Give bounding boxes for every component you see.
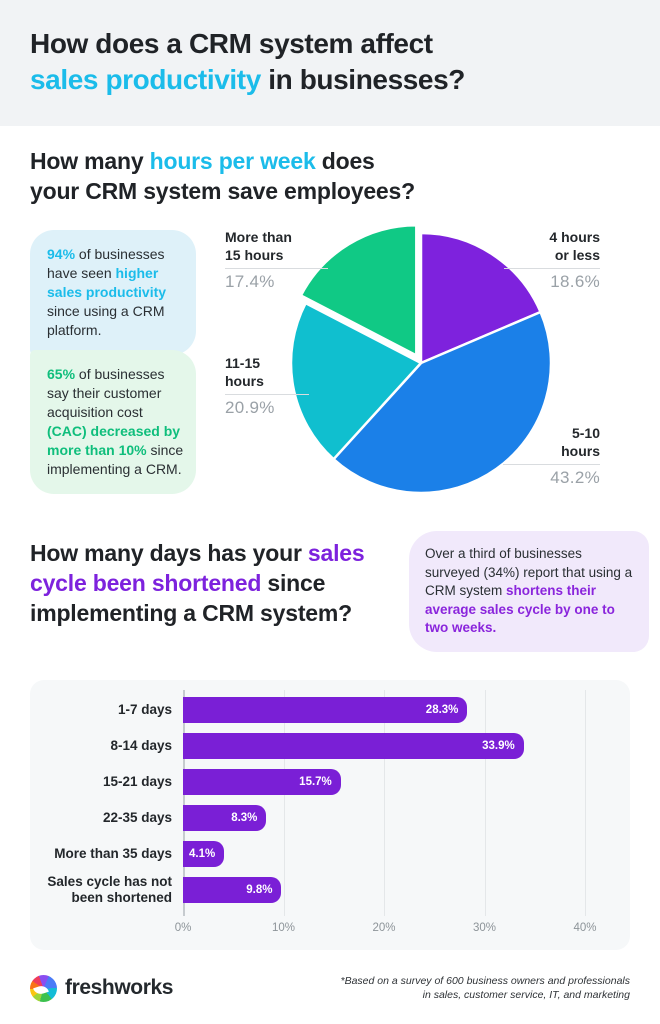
pie-label-4-hours-or-less: 4 hours or less 18.6% <box>504 228 600 291</box>
bar-category-label: More than 35 days <box>54 846 172 861</box>
pie-slice-more-than-15-hours <box>299 224 418 357</box>
pie-label-more-than-15-hours: More than 15 hours 17.4% <box>225 228 328 291</box>
bar-row: Sales cycle has not been shortened 9.8% <box>30 872 630 908</box>
pie-label-line: 4 hours <box>549 229 600 245</box>
pie-value-label: 18.6% <box>550 272 600 291</box>
gridline <box>384 690 385 916</box>
y-axis-line <box>183 690 185 916</box>
pie-label-connector-line <box>225 268 328 269</box>
pie-label-line: or less <box>554 247 600 263</box>
page-title-line2-rest: in businesses? <box>260 64 465 95</box>
days-title-part2: since implementing a CRM system? <box>30 570 352 626</box>
days-title-part1: How many days has your <box>30 540 308 566</box>
bar-row: 22-35 days 8.3% <box>30 800 630 836</box>
callout2-text-b: since implementing a CRM. <box>47 442 184 477</box>
brand-name: freshworks <box>65 976 174 999</box>
callout2-text-a: of businesses say their customer acquisi… <box>47 366 165 420</box>
bar-row: 8-14 days 33.9% <box>30 728 630 764</box>
pie-slice-4-hours-or-less <box>419 231 542 365</box>
freshworks-logo-icon <box>30 974 57 1002</box>
hours-title-part2: does <box>315 148 375 174</box>
x-tick-label: 30% <box>472 922 497 934</box>
bar-chart-grid <box>183 690 613 916</box>
bar: 9.8% <box>183 877 282 903</box>
pie-label-connector-line <box>504 268 600 269</box>
page-title-line1: How does a CRM system affect <box>30 28 433 59</box>
callout-cac: 65% of businesses say their customer acq… <box>30 350 196 494</box>
bar: 28.3% <box>183 697 468 723</box>
survey-footnote: *Based on a survey of 600 business owner… <box>340 974 630 1002</box>
bar-value-label: 28.3% <box>425 704 459 716</box>
footnote-line2: in sales, customer service, IT, and mark… <box>422 989 630 1001</box>
footnote-line1: *Based on a survey of 600 business owner… <box>340 975 630 987</box>
callout3-highlight: shortens their average sales cycle by on… <box>425 583 615 635</box>
pie-label-line: 15 hours <box>225 247 284 263</box>
bar-value-label: 15.7% <box>299 776 332 788</box>
callout1-text-b: since using a CRM platform. <box>47 303 165 338</box>
pie-label-line: More than <box>225 229 292 245</box>
pie-slice-11-15-hours <box>289 301 423 461</box>
gridline <box>484 690 486 916</box>
bar-category-label: 8-14 days <box>110 738 172 753</box>
pie-value-label: 17.4% <box>225 272 275 291</box>
bar: 33.9% <box>183 733 524 759</box>
callout2-highlight: (CAC) decreased by more than 10% <box>47 423 181 458</box>
freshworks-brand: freshworks <box>30 974 174 1002</box>
bar-category-label: 22-35 days <box>102 810 172 825</box>
pie-label-connector-line <box>503 464 600 465</box>
bar-value-label: 9.8% <box>246 884 273 896</box>
hours-title-part1: How many <box>30 148 150 174</box>
x-tick-label: 0% <box>174 922 192 934</box>
bar-chart-x-axis: 0% 10% 20% 30% 40% <box>175 922 613 938</box>
bar-chart-rows: 1-7 days 28.3% 8-14 days 33.9% 15-21 days 15.… <box>30 692 630 908</box>
pie-value-label: 43.2% <box>550 468 600 487</box>
bar: 15.7% <box>183 769 341 795</box>
page-title: How does a CRM system affect sales produ… <box>30 26 630 98</box>
pie-slice-5-10-hours <box>332 310 553 495</box>
bar-row: More than 35 days 4.1% <box>30 836 630 872</box>
bar: 8.3% <box>183 805 267 831</box>
stat-94pct: 94% <box>47 246 76 262</box>
x-tick-label: 10% <box>271 922 296 934</box>
pie-label-5-10-hours: 5-10 hours 43.2% <box>503 424 600 487</box>
hours-title-highlight: hours per week <box>149 148 316 174</box>
days-title-highlight: sales cycle been shortened <box>30 540 365 596</box>
callout1-highlight: higher sales productivity <box>47 265 167 300</box>
footer: freshworks *Based on a survey of 600 bus… <box>30 974 630 1002</box>
bar-category-label: 15-21 days <box>102 774 172 789</box>
bar-row: 1-7 days 28.3% <box>30 692 630 728</box>
pie-chart <box>289 224 553 495</box>
pie-label-connector-line <box>225 394 309 395</box>
bar-value-label: 8.3% <box>231 812 258 824</box>
x-tick-label: 20% <box>372 922 396 934</box>
gridline <box>585 690 586 916</box>
header-banner: How does a CRM system affect sales produ… <box>0 0 660 126</box>
bar-category-label: Sales cycle has not been shortened <box>47 874 172 905</box>
bar-value-label: 4.1% <box>188 848 216 860</box>
x-tick-label: 40% <box>573 922 597 934</box>
pie-label-line: 5-10 <box>571 425 600 441</box>
bar: 4.1% <box>183 841 225 867</box>
page-title-highlight: sales productivity <box>30 64 261 95</box>
pie-value-label: 20.9% <box>225 398 275 417</box>
days-section-header: How many days has your sales cycle been … <box>0 527 660 667</box>
stat-65pct: 65% <box>47 366 76 382</box>
bar-category-label: 1-7 days <box>117 702 172 717</box>
hours-title-line2: your CRM system save employees? <box>30 178 415 204</box>
pie-label-line: hours <box>225 373 264 389</box>
callout-sales-cycle: Over a third of businesses surveyed (34%… <box>409 531 649 652</box>
callout1-text-a: of businesses have seen <box>47 246 165 281</box>
pie-chart-section: 94% of businesses have seen higher sales… <box>0 217 660 517</box>
bar-value-label: 33.9% <box>482 740 515 752</box>
callout3-text: Over a third of businesses surveyed (34%… <box>425 546 633 598</box>
bar-row: 15-21 days 15.7% <box>30 764 630 800</box>
hours-section-title: How many hours per week does your CRM sy… <box>30 146 630 206</box>
pie-label-line: hours <box>561 443 600 459</box>
callout-sales-productivity: 94% of businesses have seen higher sales… <box>30 230 196 355</box>
gridline <box>283 690 285 916</box>
pie-label-line: 11-15 <box>225 355 261 371</box>
days-section-title: How many days has your sales cycle been … <box>30 538 412 628</box>
pie-label-11-15-hours: 11-15 hours 20.9% <box>225 354 309 417</box>
bar-chart-card: 1-7 days 28.3% 8-14 days 33.9% 15-21 days 15.… <box>30 680 630 950</box>
